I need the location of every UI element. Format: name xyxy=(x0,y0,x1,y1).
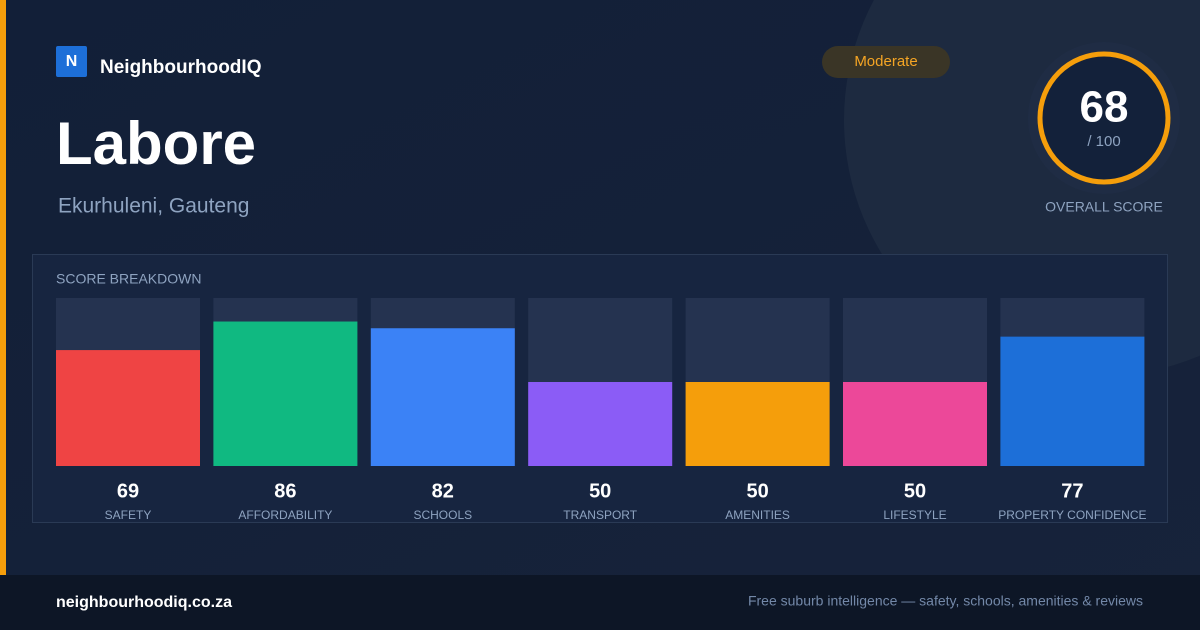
score-caption: OVERALL SCORE xyxy=(1045,199,1163,215)
category-label: SAFETY xyxy=(105,508,152,522)
value-label: 50 xyxy=(904,480,926,502)
bar xyxy=(370,328,515,466)
score-value: 68 xyxy=(1080,83,1129,132)
bar xyxy=(843,382,987,466)
logo-letter: N xyxy=(66,53,78,70)
category-label: LIFESTYLE xyxy=(883,508,946,522)
footer-url: neighbourhoodiq.co.za xyxy=(56,594,232,611)
brand-name: NeighbourhoodIQ xyxy=(100,57,261,78)
category-label: AFFORDABILITY xyxy=(238,508,332,522)
badge-text: Moderate xyxy=(854,53,917,70)
footer-tagline: Free suburb intelligence — safety, schoo… xyxy=(748,593,1143,609)
bar xyxy=(685,382,830,466)
suburb-title: Labore xyxy=(56,110,256,177)
value-label: 82 xyxy=(432,480,454,502)
value-label: 50 xyxy=(746,480,768,502)
category-label: SCHOOLS xyxy=(413,508,472,522)
value-label: 69 xyxy=(117,480,139,502)
badge xyxy=(822,46,950,78)
location: Ekurhuleni, Gauteng xyxy=(58,195,249,218)
logo-box xyxy=(56,46,87,77)
value-label: 50 xyxy=(589,480,611,502)
category-label: AMENITIES xyxy=(725,508,790,522)
score-ring xyxy=(1037,51,1171,185)
breakdown-title: SCORE BREAKDOWN xyxy=(56,271,201,287)
score-out-of: / 100 xyxy=(1087,133,1120,150)
value-label: 77 xyxy=(1061,480,1083,502)
bar xyxy=(528,382,673,466)
category-label: TRANSPORT xyxy=(563,508,637,522)
footer-bg xyxy=(0,575,1200,630)
value-label: 86 xyxy=(274,480,296,502)
bar xyxy=(56,350,200,466)
bar xyxy=(213,321,358,466)
accent-bar xyxy=(0,0,6,575)
category-label: PROPERTY CONFIDENCE xyxy=(998,508,1146,522)
bar xyxy=(1000,336,1145,466)
